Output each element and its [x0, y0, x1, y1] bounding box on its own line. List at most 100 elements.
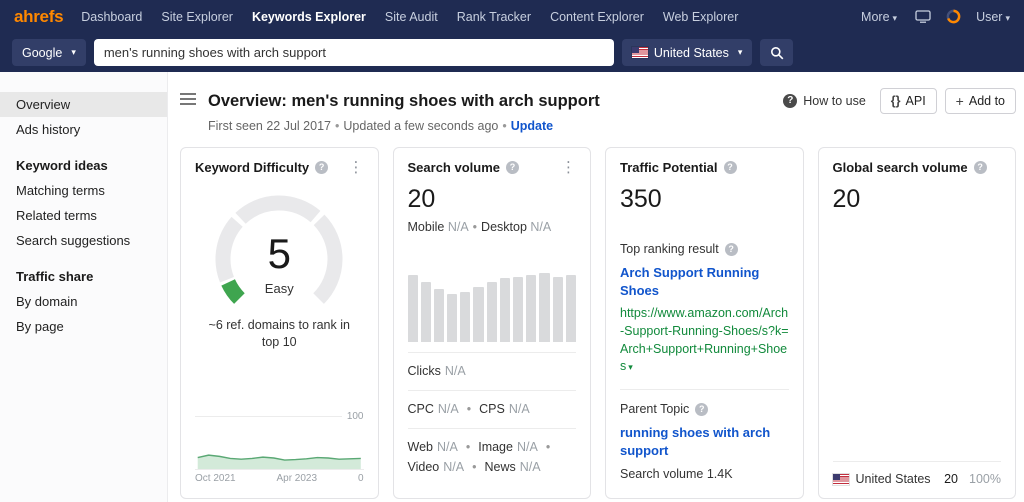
sidebar-item-overview[interactable]: Overview [0, 92, 167, 117]
help-icon[interactable]: ? [974, 161, 987, 174]
help-icon[interactable]: ? [315, 161, 328, 174]
keyword-search-input[interactable] [94, 39, 614, 66]
help-icon[interactable]: ? [725, 243, 738, 256]
x-end-label: Apr 2023 [276, 473, 317, 484]
nav-rank-tracker[interactable]: Rank Tracker [457, 10, 531, 24]
nav-dashboard[interactable]: Dashboard [81, 10, 142, 24]
ahrefs-logo[interactable]: ahrefs [14, 7, 63, 27]
card-menu-icon[interactable]: ⋮ [349, 160, 364, 175]
content-area: Overview Ads history Keyword ideas Match… [0, 72, 1024, 502]
global-volume-value: 20 [833, 185, 1002, 214]
sidebar-toggle-icon[interactable] [180, 92, 196, 133]
plus-icon: + [956, 93, 964, 109]
chevron-down-icon: ▾ [71, 47, 76, 58]
kd-label: Easy [197, 281, 361, 296]
volume-bar [553, 277, 563, 342]
first-seen-text: First seen 22 Jul 2017 [208, 119, 331, 133]
volume-bar [487, 282, 497, 341]
search-volume-card: Search volume ? ⋮ 20 Mobile N/A•Desktop … [393, 147, 592, 499]
metric-cards: Keyword Difficulty ? ⋮ 5 Easy [180, 147, 1016, 499]
nav-site-audit[interactable]: Site Audit [385, 10, 438, 24]
sidebar-item-by-page[interactable]: By page [0, 314, 167, 339]
card-menu-icon[interactable]: ⋮ [561, 160, 576, 175]
search-button[interactable] [760, 39, 793, 66]
card-title: Search volume [408, 160, 501, 175]
help-icon[interactable]: ? [695, 403, 708, 416]
nav-more-menu[interactable]: More▾ [861, 10, 897, 24]
volume-bar [434, 289, 444, 342]
sidebar-header-traffic-share: Traffic share [0, 253, 167, 289]
sidebar-item-matching-terms[interactable]: Matching terms [0, 178, 167, 203]
traffic-potential-value: 350 [620, 185, 789, 214]
cpc-cps-row: CPC N/A•CPS N/A [408, 390, 577, 428]
nav-web-explorer[interactable]: Web Explorer [663, 10, 739, 24]
sidebar-item-by-domain[interactable]: By domain [0, 289, 167, 314]
keyword-search-wrap [94, 39, 614, 66]
user-menu[interactable]: User▾ [976, 10, 1010, 24]
top-ranking-result-url[interactable]: https://www.amazon.com/Arch-Support-Runn… [620, 305, 789, 376]
traffic-potential-card: Traffic Potential ? 350 Top ranking resu… [605, 147, 804, 499]
volume-bar [460, 292, 470, 342]
add-to-button[interactable]: + Add to [945, 88, 1016, 114]
search-volume-bar-chart [408, 246, 577, 342]
help-icon[interactable]: ? [724, 161, 737, 174]
volume-bar [500, 278, 510, 341]
search-volume-value: 20 [408, 185, 577, 214]
page-title: Overview: men's running shoes with arch … [208, 92, 600, 111]
display-settings-icon[interactable] [915, 10, 931, 23]
top-ranking-result-link[interactable]: Arch Support Running Shoes [620, 264, 789, 299]
country-percent: 100% [965, 472, 1001, 486]
card-title: Global search volume [833, 160, 968, 175]
us-flag-icon [632, 47, 648, 58]
meta-line: First seen 22 Jul 2017•Updated a few sec… [208, 119, 1016, 133]
sidebar-item-ads-history[interactable]: Ads history [0, 117, 167, 142]
api-button[interactable]: {} API [880, 88, 937, 114]
chevron-down-icon: ▾ [628, 362, 633, 372]
kd-trend-chart: 100 Oct 2021 Apr 2023 0 [195, 411, 364, 486]
volume-bar [408, 275, 418, 342]
question-icon: ? [783, 94, 797, 108]
clicks-row: Clicks N/A [408, 352, 577, 390]
volume-bar [566, 275, 576, 342]
y-max-label: 100 [347, 411, 364, 422]
volume-bar [421, 282, 431, 341]
search-engine-select[interactable]: Google▾ [12, 39, 86, 66]
sidebar-item-search-suggestions[interactable]: Search suggestions [0, 228, 167, 253]
card-title: Traffic Potential [620, 160, 718, 175]
usage-gauge-icon[interactable] [946, 9, 961, 24]
x-start-label: Oct 2021 [195, 473, 236, 484]
kd-sparkline [195, 436, 364, 470]
device-split: Mobile N/A•Desktop N/A [408, 220, 577, 234]
y-min-label: 0 [358, 473, 364, 484]
country-select[interactable]: United States▾ [622, 39, 753, 66]
keyword-difficulty-card: Keyword Difficulty ? ⋮ 5 Easy [180, 147, 379, 499]
nav-site-explorer[interactable]: Site Explorer [161, 10, 233, 24]
parent-topic-link[interactable]: running shoes with arch support [620, 424, 789, 459]
divider [620, 389, 789, 390]
how-to-use-link[interactable]: ? How to use [783, 94, 866, 108]
country-volume-row: United States 20 100% [833, 461, 1002, 486]
update-link[interactable]: Update [511, 119, 553, 133]
top-navbar: ahrefs Dashboard Site Explorer Keywords … [0, 0, 1024, 33]
volume-bar [539, 273, 549, 342]
country-volume: 20 [944, 472, 958, 486]
braces-icon: {} [891, 94, 901, 108]
card-title: Keyword Difficulty [195, 160, 309, 175]
volume-bar [513, 277, 523, 342]
kd-value: 5 [197, 233, 361, 275]
search-toolbar: Google▾ United States▾ [0, 33, 1024, 72]
chevron-down-icon: ▾ [738, 47, 743, 58]
updated-text: Updated a few seconds ago [343, 119, 498, 133]
volume-bar [447, 294, 457, 342]
volume-bar [526, 275, 536, 342]
kd-gauge: 5 Easy [197, 185, 361, 313]
nav-keywords-explorer[interactable]: Keywords Explorer [252, 10, 366, 24]
country-name: United States [856, 472, 931, 486]
kd-gauge-arc-track2 [241, 203, 316, 218]
help-icon[interactable]: ? [506, 161, 519, 174]
search-icon [770, 46, 784, 60]
nav-content-explorer[interactable]: Content Explorer [550, 10, 644, 24]
volume-metric-rows: Clicks N/A CPC N/A•CPS N/A Web N/A•Image… [408, 352, 577, 487]
parent-topic-label: Parent Topic ? [620, 402, 789, 416]
sidebar-item-related-terms[interactable]: Related terms [0, 203, 167, 228]
